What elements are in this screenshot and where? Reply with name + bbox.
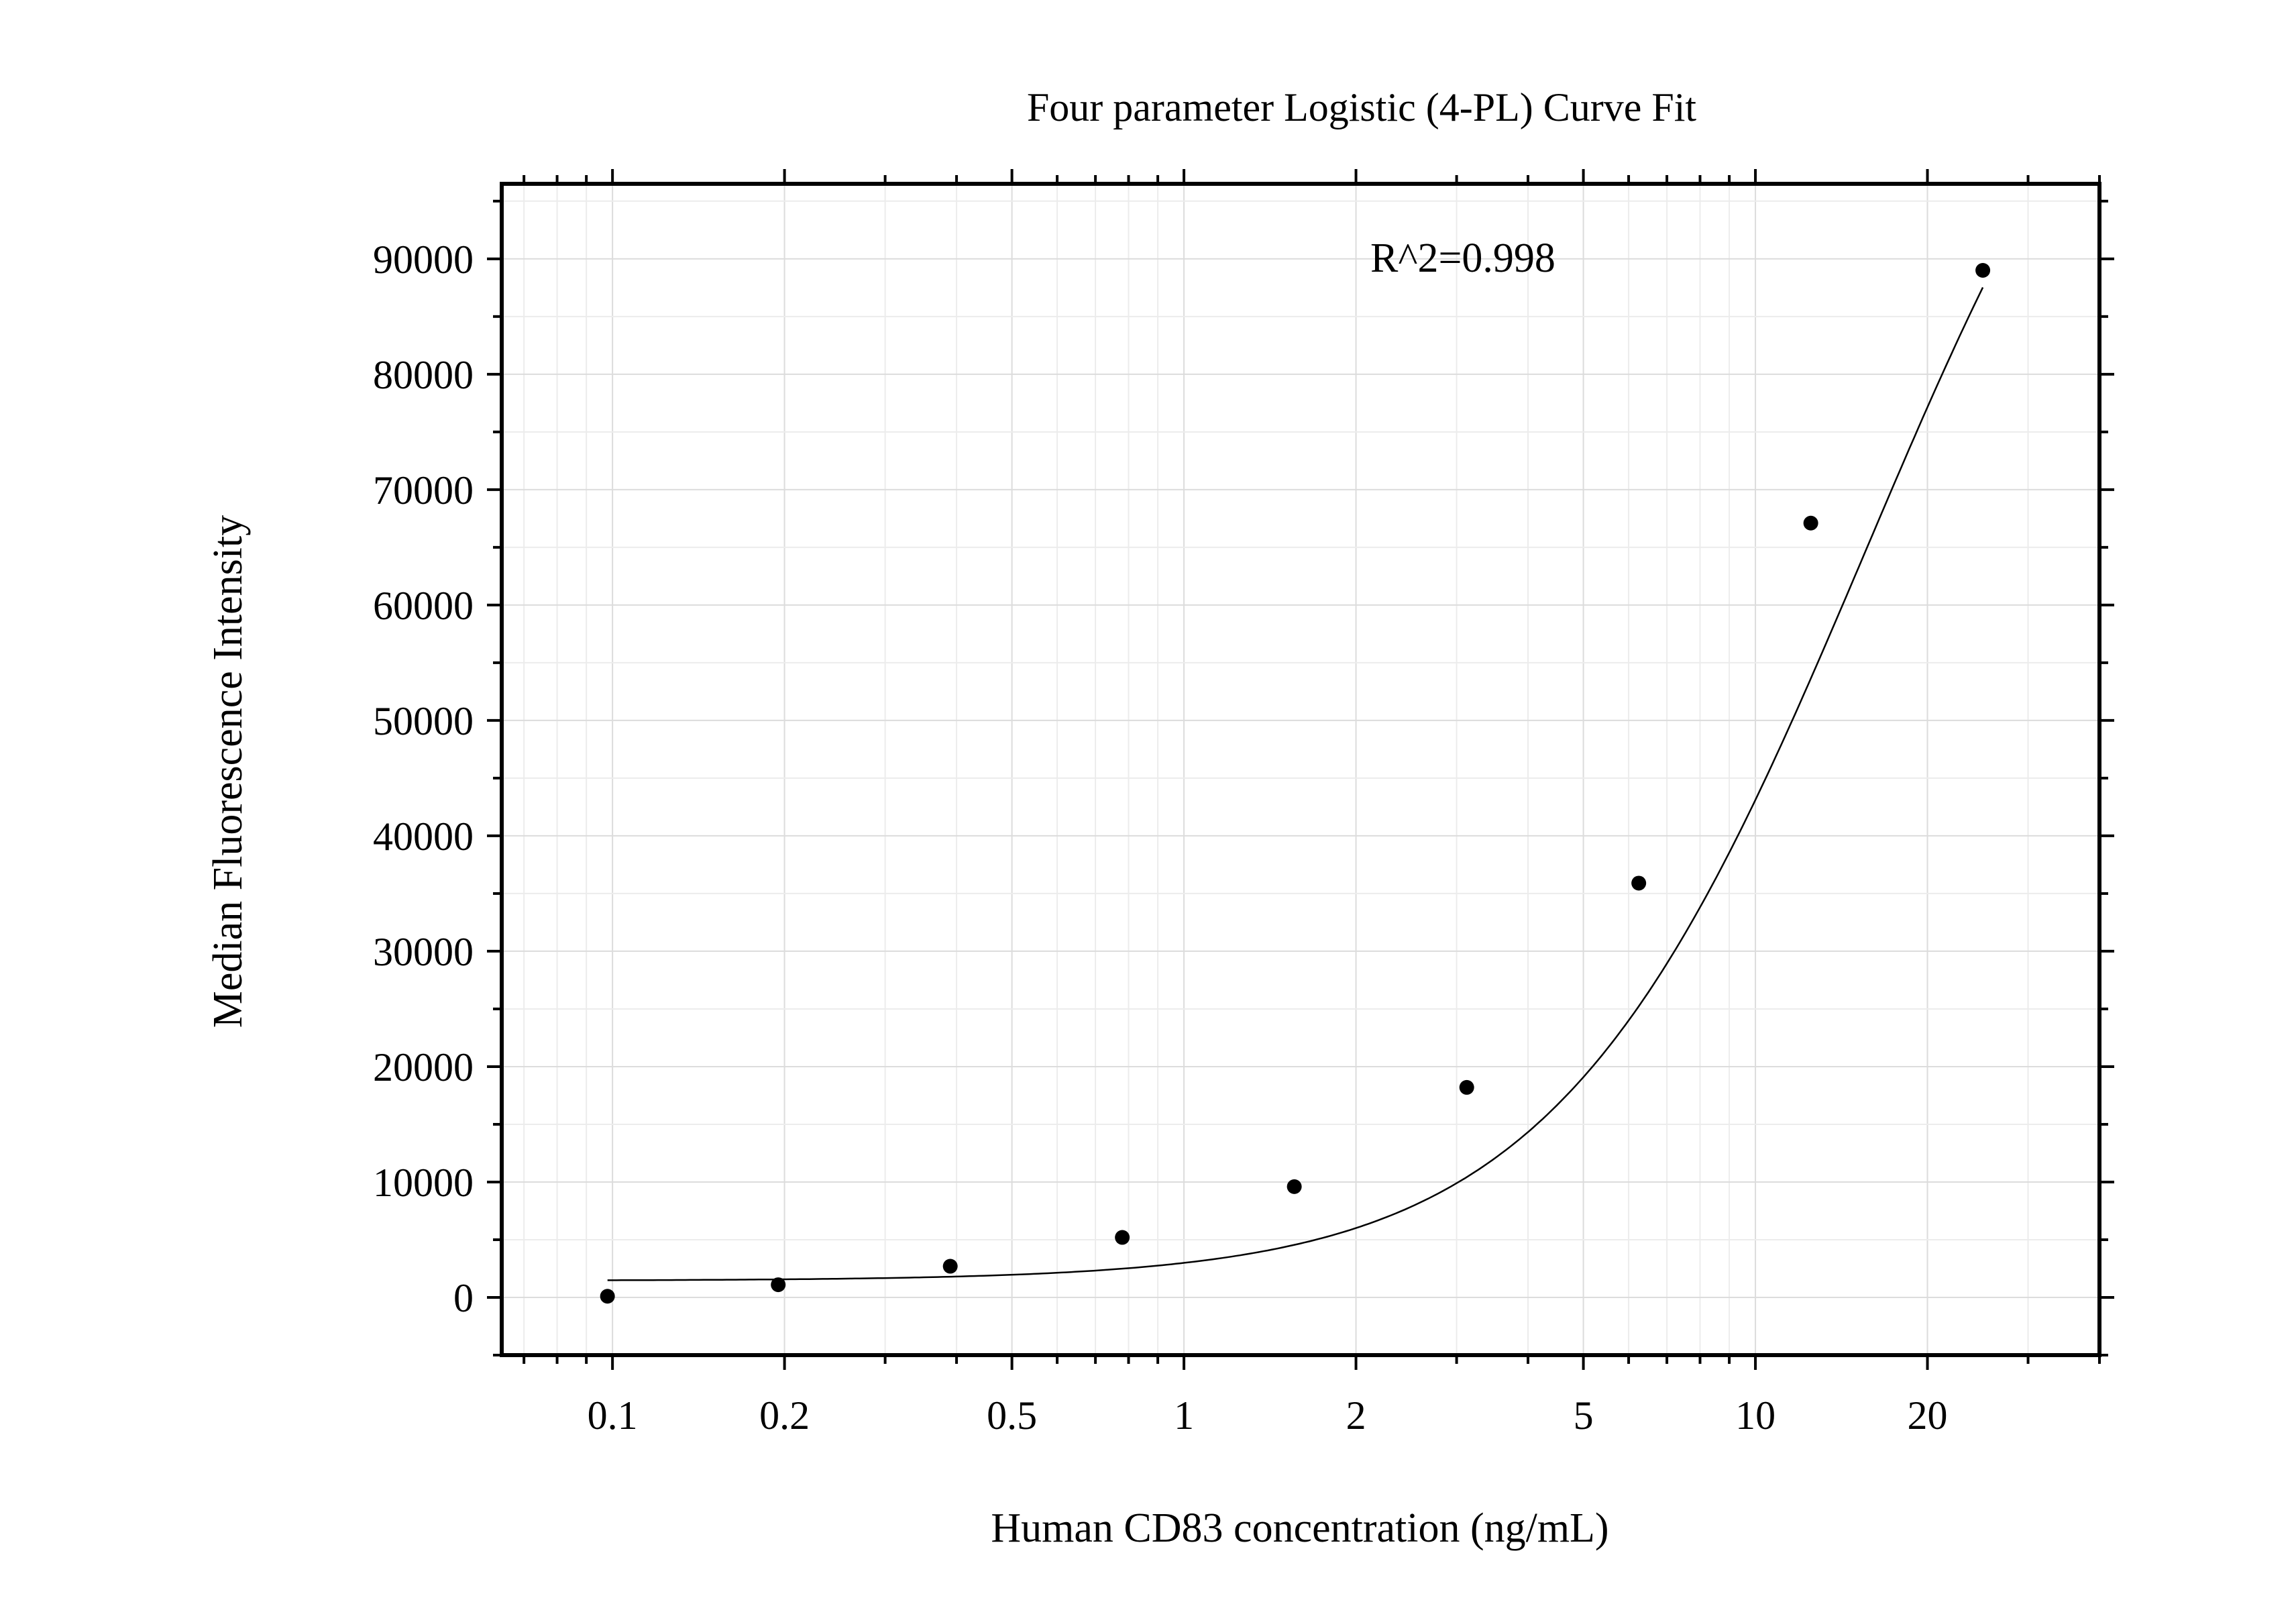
x-tick-label: 5 xyxy=(1574,1393,1594,1438)
data-point xyxy=(1287,1179,1302,1194)
data-point xyxy=(771,1277,786,1293)
data-point xyxy=(1975,263,1991,278)
data-point xyxy=(600,1289,615,1304)
x-tick-label: 2 xyxy=(1346,1393,1366,1438)
x-tick-label: 0.5 xyxy=(987,1393,1037,1438)
x-tick-label: 0.1 xyxy=(588,1393,638,1438)
y-tick-label: 90000 xyxy=(373,237,474,282)
x-tick-label: 10 xyxy=(1735,1393,1775,1438)
y-tick-label: 40000 xyxy=(373,814,474,859)
axis-ticks xyxy=(487,169,2114,1370)
y-tick-label: 60000 xyxy=(373,584,474,628)
chart-title: Four parameter Logistic (4-PL) Curve Fit xyxy=(1027,85,1696,129)
plot-frame xyxy=(500,182,2101,1357)
x-axis-label: Human CD83 concentration (ng/mL) xyxy=(991,1505,1608,1551)
x-tick-label: 1 xyxy=(1174,1393,1194,1438)
data-point xyxy=(1115,1230,1130,1245)
data-point xyxy=(1803,515,1818,531)
y-tick-label: 20000 xyxy=(373,1045,474,1089)
y-tick-label: 30000 xyxy=(373,930,474,974)
y-tick-labels: 0 10000 20000 30000 40000 50000 60000 70000 8000… xyxy=(373,237,474,1320)
data-point xyxy=(1459,1079,1474,1095)
y-tick-label: 0 xyxy=(453,1276,474,1320)
fit-curve xyxy=(607,286,1984,1281)
data-point xyxy=(1631,875,1647,891)
fit-curve-layer xyxy=(607,286,1984,1281)
y-tick-label: 50000 xyxy=(373,699,474,743)
x-tick-label: 0.2 xyxy=(759,1393,810,1438)
y-tick-label: 70000 xyxy=(373,468,474,513)
data-point xyxy=(942,1259,958,1274)
x-tick-label: 20 xyxy=(1908,1393,1948,1438)
grid xyxy=(502,184,2100,1356)
data-points xyxy=(600,263,1991,1304)
r-squared-annotation: R^2=0.998 xyxy=(1370,235,1555,281)
y-axis-label: Median Fluorescence Intensity xyxy=(205,515,251,1028)
x-tick-labels: 0.1 0.2 0.5 1 2 5 10 20 xyxy=(588,1393,1948,1438)
y-tick-label: 80000 xyxy=(373,353,474,397)
y-tick-label: 10000 xyxy=(373,1161,474,1205)
